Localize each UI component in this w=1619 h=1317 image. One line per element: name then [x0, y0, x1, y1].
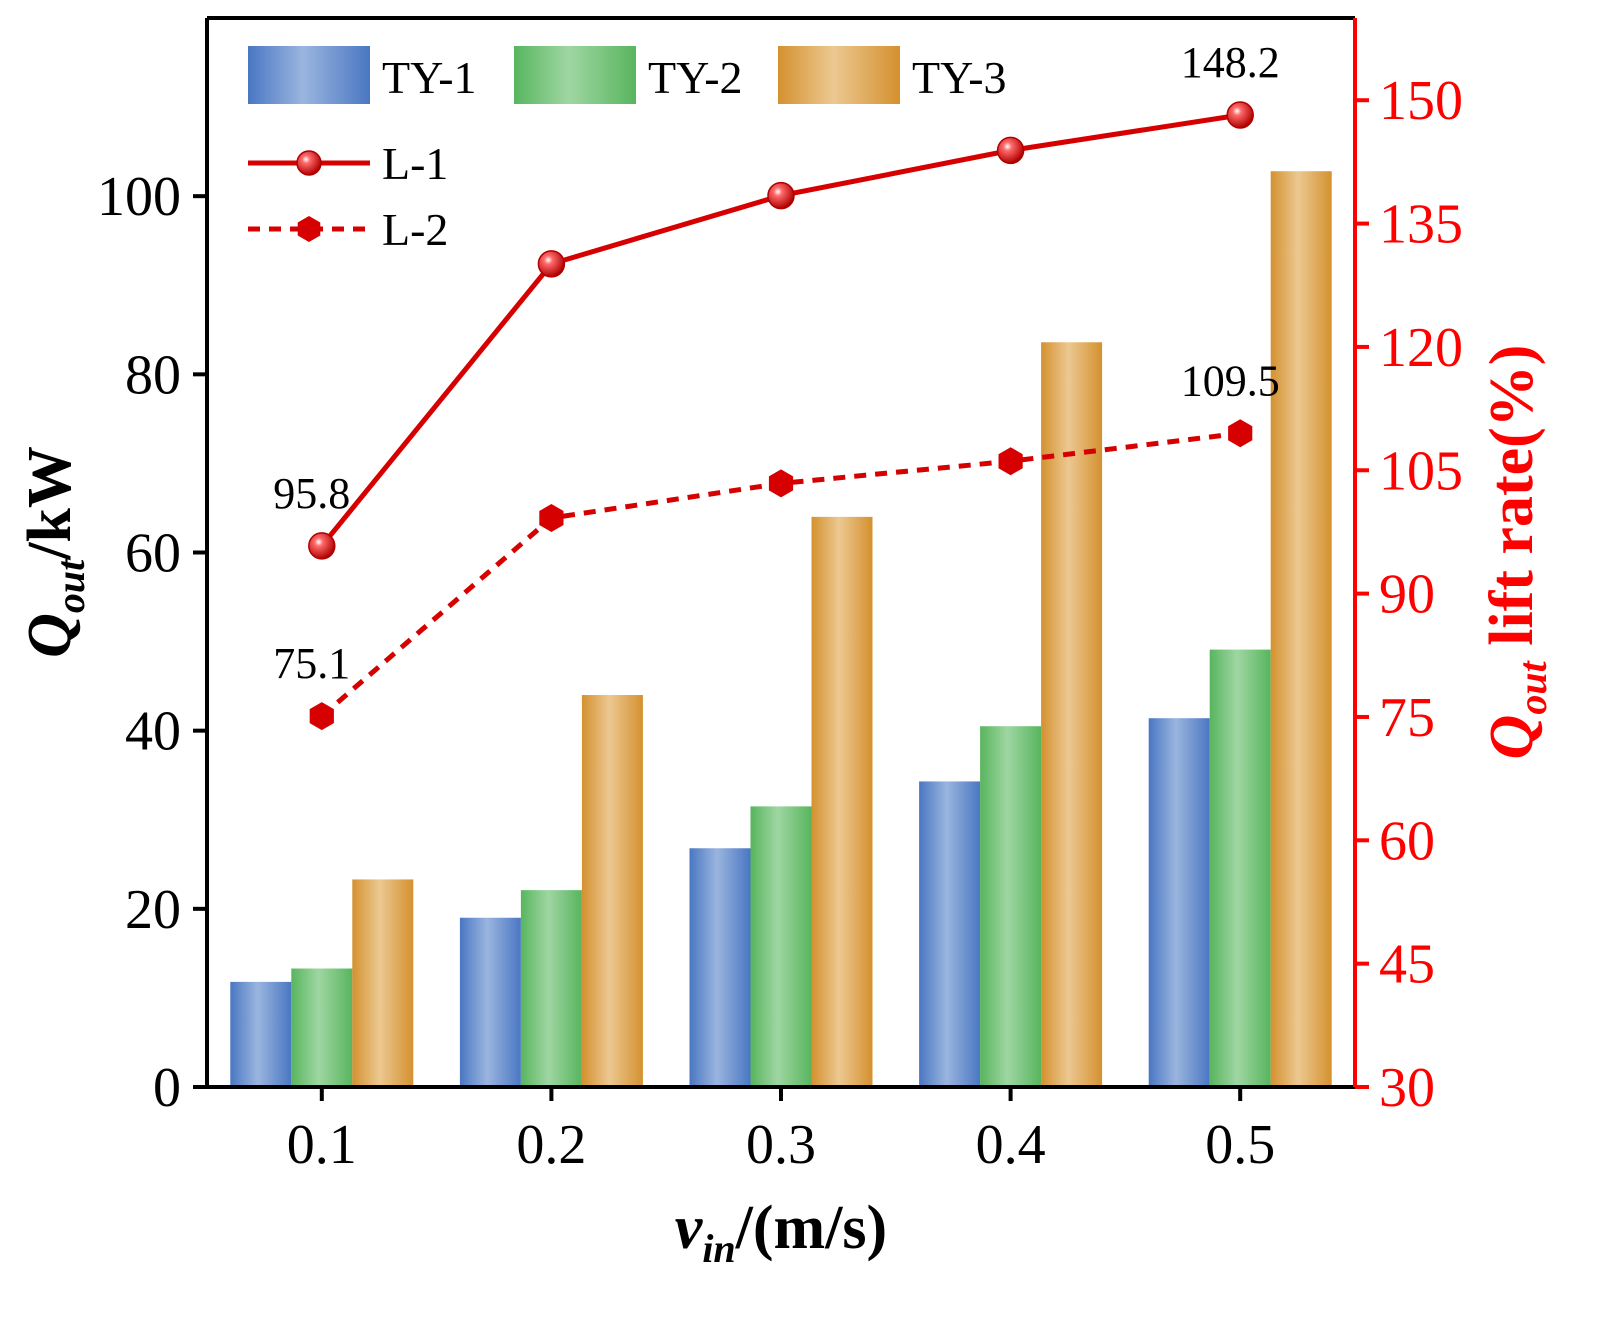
annotations-layer: 95.8 148.2 75.1 109.5	[273, 38, 1279, 688]
marker-l-2-0.3	[768, 469, 794, 498]
bar-ty-3-0.2	[581, 695, 643, 1087]
left-tick-label: 80	[125, 344, 181, 406]
right-tick-label: 75	[1379, 687, 1435, 749]
right-tick-label: 105	[1379, 440, 1463, 502]
legend: TY-1 TY-2 TY-3 L-1 L-2	[248, 46, 1007, 255]
marker-l-1-0.4	[996, 136, 1025, 165]
right-tick-label: 120	[1379, 317, 1463, 379]
marker-l-1-0.2	[537, 250, 566, 278]
bar-ty-2-0.1	[291, 968, 353, 1087]
bar-ty-1-0.1	[230, 981, 292, 1087]
legend-label-ty-2: TY-2	[648, 52, 743, 103]
legend-marker-l-1	[296, 150, 322, 176]
left-tick-label: 100	[97, 166, 181, 228]
left-tick-label: 0	[153, 1057, 181, 1119]
x-tick-label: 0.1	[287, 1114, 357, 1176]
x-tick-label: 0.3	[746, 1114, 816, 1176]
axes-layer: 0 20 40 60 80 100 30 45 60 75 90 105 120 135 150 0.1 0.2…	[97, 16, 1463, 1176]
bar-ty-1-0.3	[689, 848, 751, 1087]
annotation-l-2-0.1: 75.1	[273, 639, 350, 688]
left-tick-label: 40	[125, 701, 181, 763]
marker-l-2-0.5	[1228, 419, 1253, 448]
marker-l-2-0.2	[539, 504, 564, 532]
bar-ty-1-0.2	[459, 917, 521, 1087]
annotation-l-1-0.5: 148.2	[1181, 38, 1280, 87]
marker-l-1-0.1	[308, 532, 336, 560]
bar-ty-2-0.5	[1209, 649, 1271, 1087]
right-tick-label: 150	[1379, 70, 1463, 132]
bar-ty-3-0.4	[1041, 342, 1103, 1088]
marker-l-2-0.4	[998, 447, 1023, 476]
x-tick-label: 0.5	[1205, 1114, 1275, 1176]
annotation-l-2-0.5: 109.5	[1181, 356, 1280, 405]
legend-swatch-ty-2	[514, 46, 636, 104]
x-tick-label: 0.4	[976, 1114, 1046, 1176]
legend-marker-l-2	[297, 216, 321, 242]
bars-layer	[230, 171, 1332, 1088]
annotation-l-1-0.1: 95.8	[273, 469, 350, 518]
bar-ty-2-0.4	[980, 726, 1042, 1087]
bar-ty-2-0.2	[520, 890, 582, 1087]
bar-ty-3-0.1	[352, 879, 414, 1087]
y-axis-left-title: Qout/kW	[16, 446, 93, 658]
bar-ty-3-0.5	[1270, 171, 1332, 1087]
lines-layer	[308, 101, 1254, 731]
x-tick-label: 0.2	[516, 1114, 586, 1176]
right-tick-label: 60	[1379, 810, 1435, 872]
legend-label-ty-3: TY-3	[912, 52, 1007, 103]
axis-titles: vin/(m/s) Qout/kW Qout lift rate(%)	[16, 345, 1555, 1271]
legend-swatch-ty-3	[778, 46, 900, 104]
legend-label-l-1: L-1	[382, 138, 448, 189]
y-axis-right-title: Qout lift rate(%)	[1478, 345, 1555, 760]
right-tick-label: 90	[1379, 564, 1435, 626]
bar-ty-1-0.4	[919, 781, 981, 1087]
x-axis-title: vin/(m/s)	[675, 1194, 887, 1271]
marker-l-1-0.5	[1226, 101, 1254, 129]
legend-label-ty-1: TY-1	[382, 52, 477, 103]
marker-l-2-0.1	[309, 702, 334, 731]
bar-ty-3-0.3	[811, 516, 873, 1087]
bar-ty-1-0.5	[1148, 718, 1210, 1087]
marker-l-1-0.3	[767, 181, 795, 210]
legend-swatch-ty-1	[248, 46, 370, 104]
right-tick-label: 135	[1379, 194, 1463, 256]
left-tick-label: 60	[125, 523, 181, 585]
right-tick-label: 30	[1379, 1057, 1435, 1119]
right-tick-label: 45	[1379, 934, 1435, 996]
bar-ty-2-0.3	[750, 806, 812, 1087]
legend-label-l-2: L-2	[382, 204, 448, 255]
left-tick-label: 20	[125, 879, 181, 941]
